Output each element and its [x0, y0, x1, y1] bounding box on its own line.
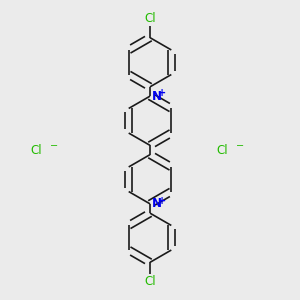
Text: N: N — [152, 197, 161, 210]
Text: −: − — [50, 141, 59, 152]
Text: Cl: Cl — [144, 12, 156, 26]
Text: +: + — [158, 88, 166, 98]
Text: +: + — [158, 196, 166, 206]
Text: Cl: Cl — [30, 143, 42, 157]
Text: Cl: Cl — [216, 143, 228, 157]
Text: N: N — [152, 90, 161, 103]
Text: Cl: Cl — [144, 275, 156, 288]
Text: −: − — [236, 141, 244, 152]
